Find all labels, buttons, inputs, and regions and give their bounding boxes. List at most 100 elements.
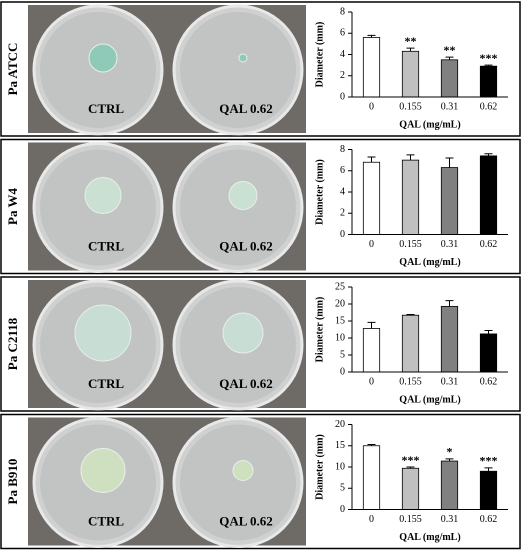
y-tick-label: 4 [340,186,345,197]
bar [362,445,381,510]
error-bar [445,56,454,60]
bar [440,460,459,510]
x-tick-label: 0.31 [441,376,459,387]
x-axis-label: QAL (mg/mL) [399,532,460,543]
error-bar [367,321,376,329]
y-tick-label: 5 [340,349,345,360]
significance-label: * [447,445,453,459]
significance-label: *** [480,454,498,468]
x-tick-label: 0 [369,514,374,525]
colony [80,448,126,493]
panel-label: Pa B910 [5,459,20,505]
dish-label: CTRL [88,101,124,116]
y-tick-label: 6 [340,165,345,176]
panel-label: Pa ATCC [5,43,20,96]
bar [401,467,420,510]
bar [362,328,381,373]
panel-border [0,1,521,137]
y-tick-label: 0 [340,229,345,240]
significance-label: ** [444,43,456,57]
x-tick-label: 0.62 [480,239,498,250]
y-tick-label: 2 [340,70,345,81]
x-tick-label: 0 [369,101,374,112]
panel-border [0,276,521,412]
x-axis-label: QAL (mg/mL) [399,257,460,268]
y-tick-label: 2 [340,208,345,219]
colony [222,312,264,354]
error-bar [367,443,376,446]
significance-label: *** [480,51,498,65]
y-axis-label: Diameter (mm) [314,434,325,500]
significance-label: ** [405,34,417,48]
y-axis-label: Diameter (mm) [314,297,325,363]
bar [440,167,459,235]
colony [232,460,254,481]
dish-label: CTRL [88,238,124,253]
dish-label: CTRL [88,513,124,528]
bar [479,333,498,373]
y-tick-label: 0 [340,366,345,377]
y-tick-label: 15 [335,315,345,326]
bar [440,59,459,98]
y-tick-label: 20 [335,298,345,309]
bar [479,470,498,510]
panel-border [0,413,521,550]
y-axis-label: Diameter (mm) [314,22,325,88]
x-tick-label: 0 [369,376,374,387]
y-tick-label: 10 [335,332,345,343]
y-tick-label: 0 [340,504,345,515]
y-tick-label: 8 [340,144,345,155]
x-tick-label: 0.31 [441,239,459,250]
y-tick-label: 4 [340,49,345,60]
y-tick-label: 20 [335,419,345,430]
error-bar [445,300,454,307]
panel-label: Pa W4 [5,188,20,225]
dish-label: CTRL [88,376,124,391]
dish-label: QAL 0.62 [219,513,272,528]
dish-label: QAL 0.62 [219,238,272,253]
error-bar [484,330,493,334]
bar [479,65,498,98]
x-tick-label: 0.31 [441,101,459,112]
dish-label: QAL 0.62 [219,101,272,116]
y-tick-label: 8 [340,6,345,17]
error-bar [445,157,454,168]
bar [401,314,420,373]
error-bar [406,154,415,161]
error-bar [406,47,415,52]
y-tick-label: 15 [335,440,345,451]
error-bar [406,314,415,316]
bar [440,305,459,373]
x-axis-label: QAL (mg/mL) [399,394,460,405]
x-tick-label: 0.155 [399,514,422,525]
bar [401,50,420,98]
bar [401,159,420,235]
colony [238,53,248,63]
y-tick-label: 0 [340,91,345,102]
dish-label: QAL 0.62 [219,376,272,391]
colony [88,43,118,73]
y-axis-label: Diameter (mm) [314,159,325,225]
x-tick-label: 0.62 [480,376,498,387]
colony [84,177,122,214]
error-bar [445,458,454,462]
y-tick-label: 10 [335,461,345,472]
x-tick-label: 0.31 [441,514,459,525]
colony [74,304,132,362]
y-tick-label: 25 [335,281,345,292]
panel-border [0,138,521,275]
bar [362,161,381,235]
petri-dish-inner [180,424,296,541]
panel-label: Pa C2118 [5,317,20,370]
petri-dish-inner [180,12,296,128]
colony [228,181,258,210]
significance-label: *** [402,453,420,467]
error-bar [406,466,415,469]
x-tick-label: 0.62 [480,101,498,112]
x-axis-label: QAL (mg/mL) [399,119,460,130]
error-bar [367,156,376,163]
error-bar [484,153,493,156]
y-tick-label: 5 [340,483,345,494]
error-bar [484,64,493,67]
